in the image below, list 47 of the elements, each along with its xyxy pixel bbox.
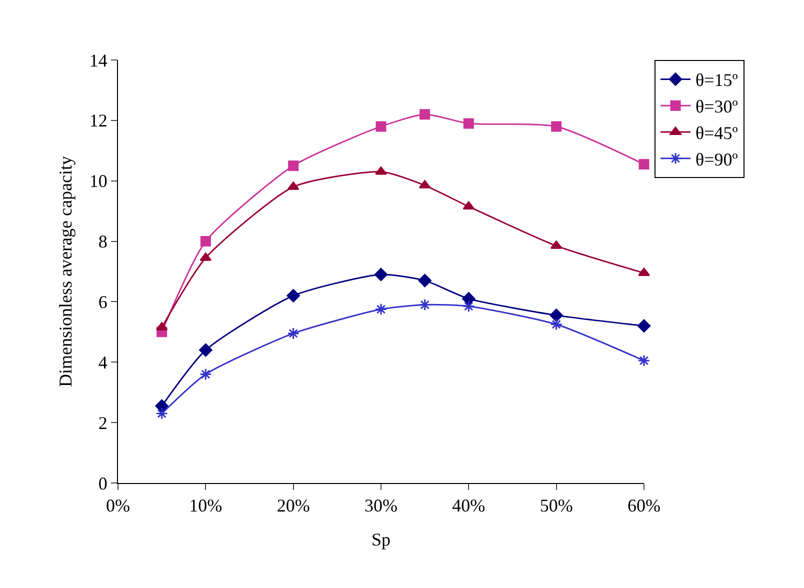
point [638, 158, 650, 170]
y-tick-label: 2 [98, 412, 108, 433]
x-tick-label: 60% [628, 496, 660, 516]
y-tick-label: 4 [98, 352, 108, 372]
legend-label: θ=15º [696, 70, 738, 90]
point [288, 160, 299, 171]
point [200, 236, 211, 247]
point [156, 407, 168, 420]
point [375, 166, 387, 175]
point [199, 343, 212, 357]
x-tick-label: 20% [276, 496, 310, 516]
point [462, 300, 475, 312]
legend-label: θ=45º [696, 123, 738, 144]
point [287, 327, 300, 340]
legend-label: θ=90º [696, 149, 738, 170]
y-tick-label: 10 [89, 171, 108, 192]
point [376, 121, 386, 132]
point [418, 274, 432, 288]
legend-label: θ=30º [696, 96, 738, 117]
point [374, 268, 388, 282]
point [463, 118, 474, 129]
y-axis-title: Dimensionless average capacity [56, 156, 76, 387]
point [637, 319, 651, 332]
y-tick-label: 8 [98, 232, 108, 252]
x-tick-label: 30% [364, 496, 398, 516]
point [418, 298, 431, 311]
point [638, 268, 650, 276]
y-tick-label: 12 [89, 110, 108, 131]
point [638, 354, 650, 367]
x-tick-label: 50% [540, 496, 573, 516]
point [420, 109, 430, 120]
x-tick-label: 10% [189, 496, 222, 516]
point [286, 289, 300, 302]
point [200, 368, 212, 380]
y-tick-label: 0 [98, 473, 108, 494]
point [551, 121, 562, 132]
point [374, 303, 388, 316]
y-tick-label: 14 [89, 50, 108, 70]
y-tick-label: 6 [98, 292, 108, 312]
x-axis-title: Sp [371, 530, 391, 550]
x-tick-label: 0% [106, 496, 130, 516]
point [462, 201, 475, 210]
point [550, 318, 562, 331]
x-tick-label: 40% [452, 496, 486, 516]
point [550, 308, 563, 322]
point [462, 292, 476, 306]
point [155, 399, 168, 413]
